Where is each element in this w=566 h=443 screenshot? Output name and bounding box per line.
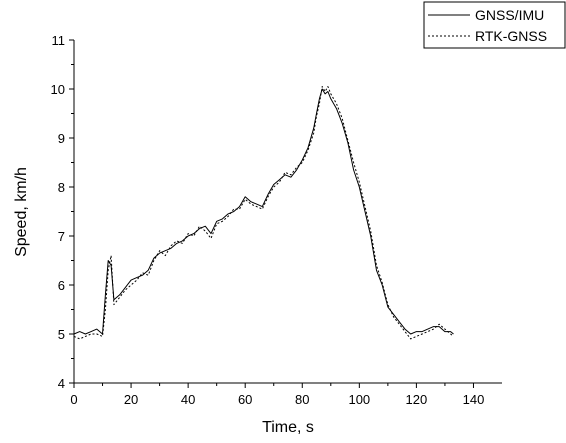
legend-label-rtk-gnss: RTK-GNSS <box>475 28 547 44</box>
x-tick-label: 20 <box>124 392 138 407</box>
series-line-rtk-gnss <box>73 86 454 340</box>
legend-box <box>423 1 566 49</box>
axis-ticks: 0 20 40 60 80 100 120 140 4 5 6 7 8 9 10 11 <box>51 33 485 407</box>
x-tick-label: 60 <box>238 392 252 407</box>
series-line-gnss-imu <box>73 88 454 335</box>
x-tick-label: 0 <box>70 392 77 407</box>
y-tick-label: 5 <box>58 327 65 342</box>
x-tick-label: 40 <box>181 392 195 407</box>
x-tick-label: 100 <box>348 392 370 407</box>
x-tick-label: 140 <box>463 392 485 407</box>
y-tick-label: 7 <box>58 229 65 244</box>
y-tick-label: 9 <box>58 131 65 146</box>
x-tick-label: 80 <box>295 392 309 407</box>
y-tick-label: 6 <box>58 278 65 293</box>
y-tick-label: 4 <box>58 376 65 391</box>
legend: GNSS/IMU RTK-GNSS <box>423 1 566 49</box>
y-tick-label: 10 <box>51 82 65 97</box>
x-tick-label: 120 <box>406 392 428 407</box>
x-axis-title: Time, s <box>262 419 314 436</box>
y-tick-label: 8 <box>58 180 65 195</box>
y-tick-label: 11 <box>52 33 66 48</box>
legend-label-gnss-imu: GNSS/IMU <box>475 7 544 23</box>
y-axis-title: Speed, km/h <box>13 167 30 257</box>
data-series <box>73 86 454 340</box>
